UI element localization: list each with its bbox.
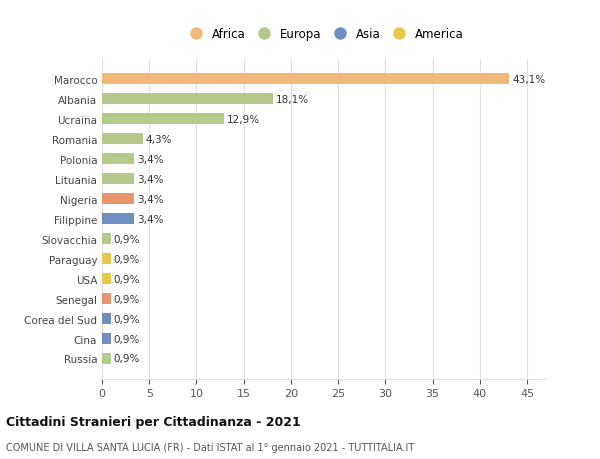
Text: 3,4%: 3,4% [137,154,163,164]
Text: 18,1%: 18,1% [276,95,309,105]
Text: 3,4%: 3,4% [137,214,163,224]
Bar [102,94,273,105]
Text: 3,4%: 3,4% [137,194,163,204]
Text: 0,9%: 0,9% [113,294,140,304]
Bar [102,194,134,205]
Text: 0,9%: 0,9% [113,314,140,324]
Text: 43,1%: 43,1% [512,75,545,84]
Text: 0,9%: 0,9% [113,254,140,264]
Bar [102,253,110,264]
Text: 0,9%: 0,9% [113,274,140,284]
Text: Cittadini Stranieri per Cittadinanza - 2021: Cittadini Stranieri per Cittadinanza - 2… [6,415,301,428]
Bar [102,214,134,224]
Bar [102,293,110,304]
Bar [102,74,509,85]
Legend: Africa, Europa, Asia, America: Africa, Europa, Asia, America [181,24,467,44]
Bar [102,134,143,145]
Bar [102,333,110,344]
Bar [102,313,110,325]
Text: 4,3%: 4,3% [145,134,172,145]
Bar [102,353,110,364]
Bar [102,174,134,185]
Text: 12,9%: 12,9% [227,115,260,124]
Text: 3,4%: 3,4% [137,174,163,185]
Text: 0,9%: 0,9% [113,354,140,364]
Bar [102,114,224,125]
Text: 0,9%: 0,9% [113,334,140,344]
Bar [102,154,134,165]
Text: COMUNE DI VILLA SANTA LUCIA (FR) - Dati ISTAT al 1° gennaio 2021 - TUTTITALIA.IT: COMUNE DI VILLA SANTA LUCIA (FR) - Dati … [6,442,414,452]
Bar [102,234,110,245]
Bar [102,274,110,285]
Text: 0,9%: 0,9% [113,234,140,244]
